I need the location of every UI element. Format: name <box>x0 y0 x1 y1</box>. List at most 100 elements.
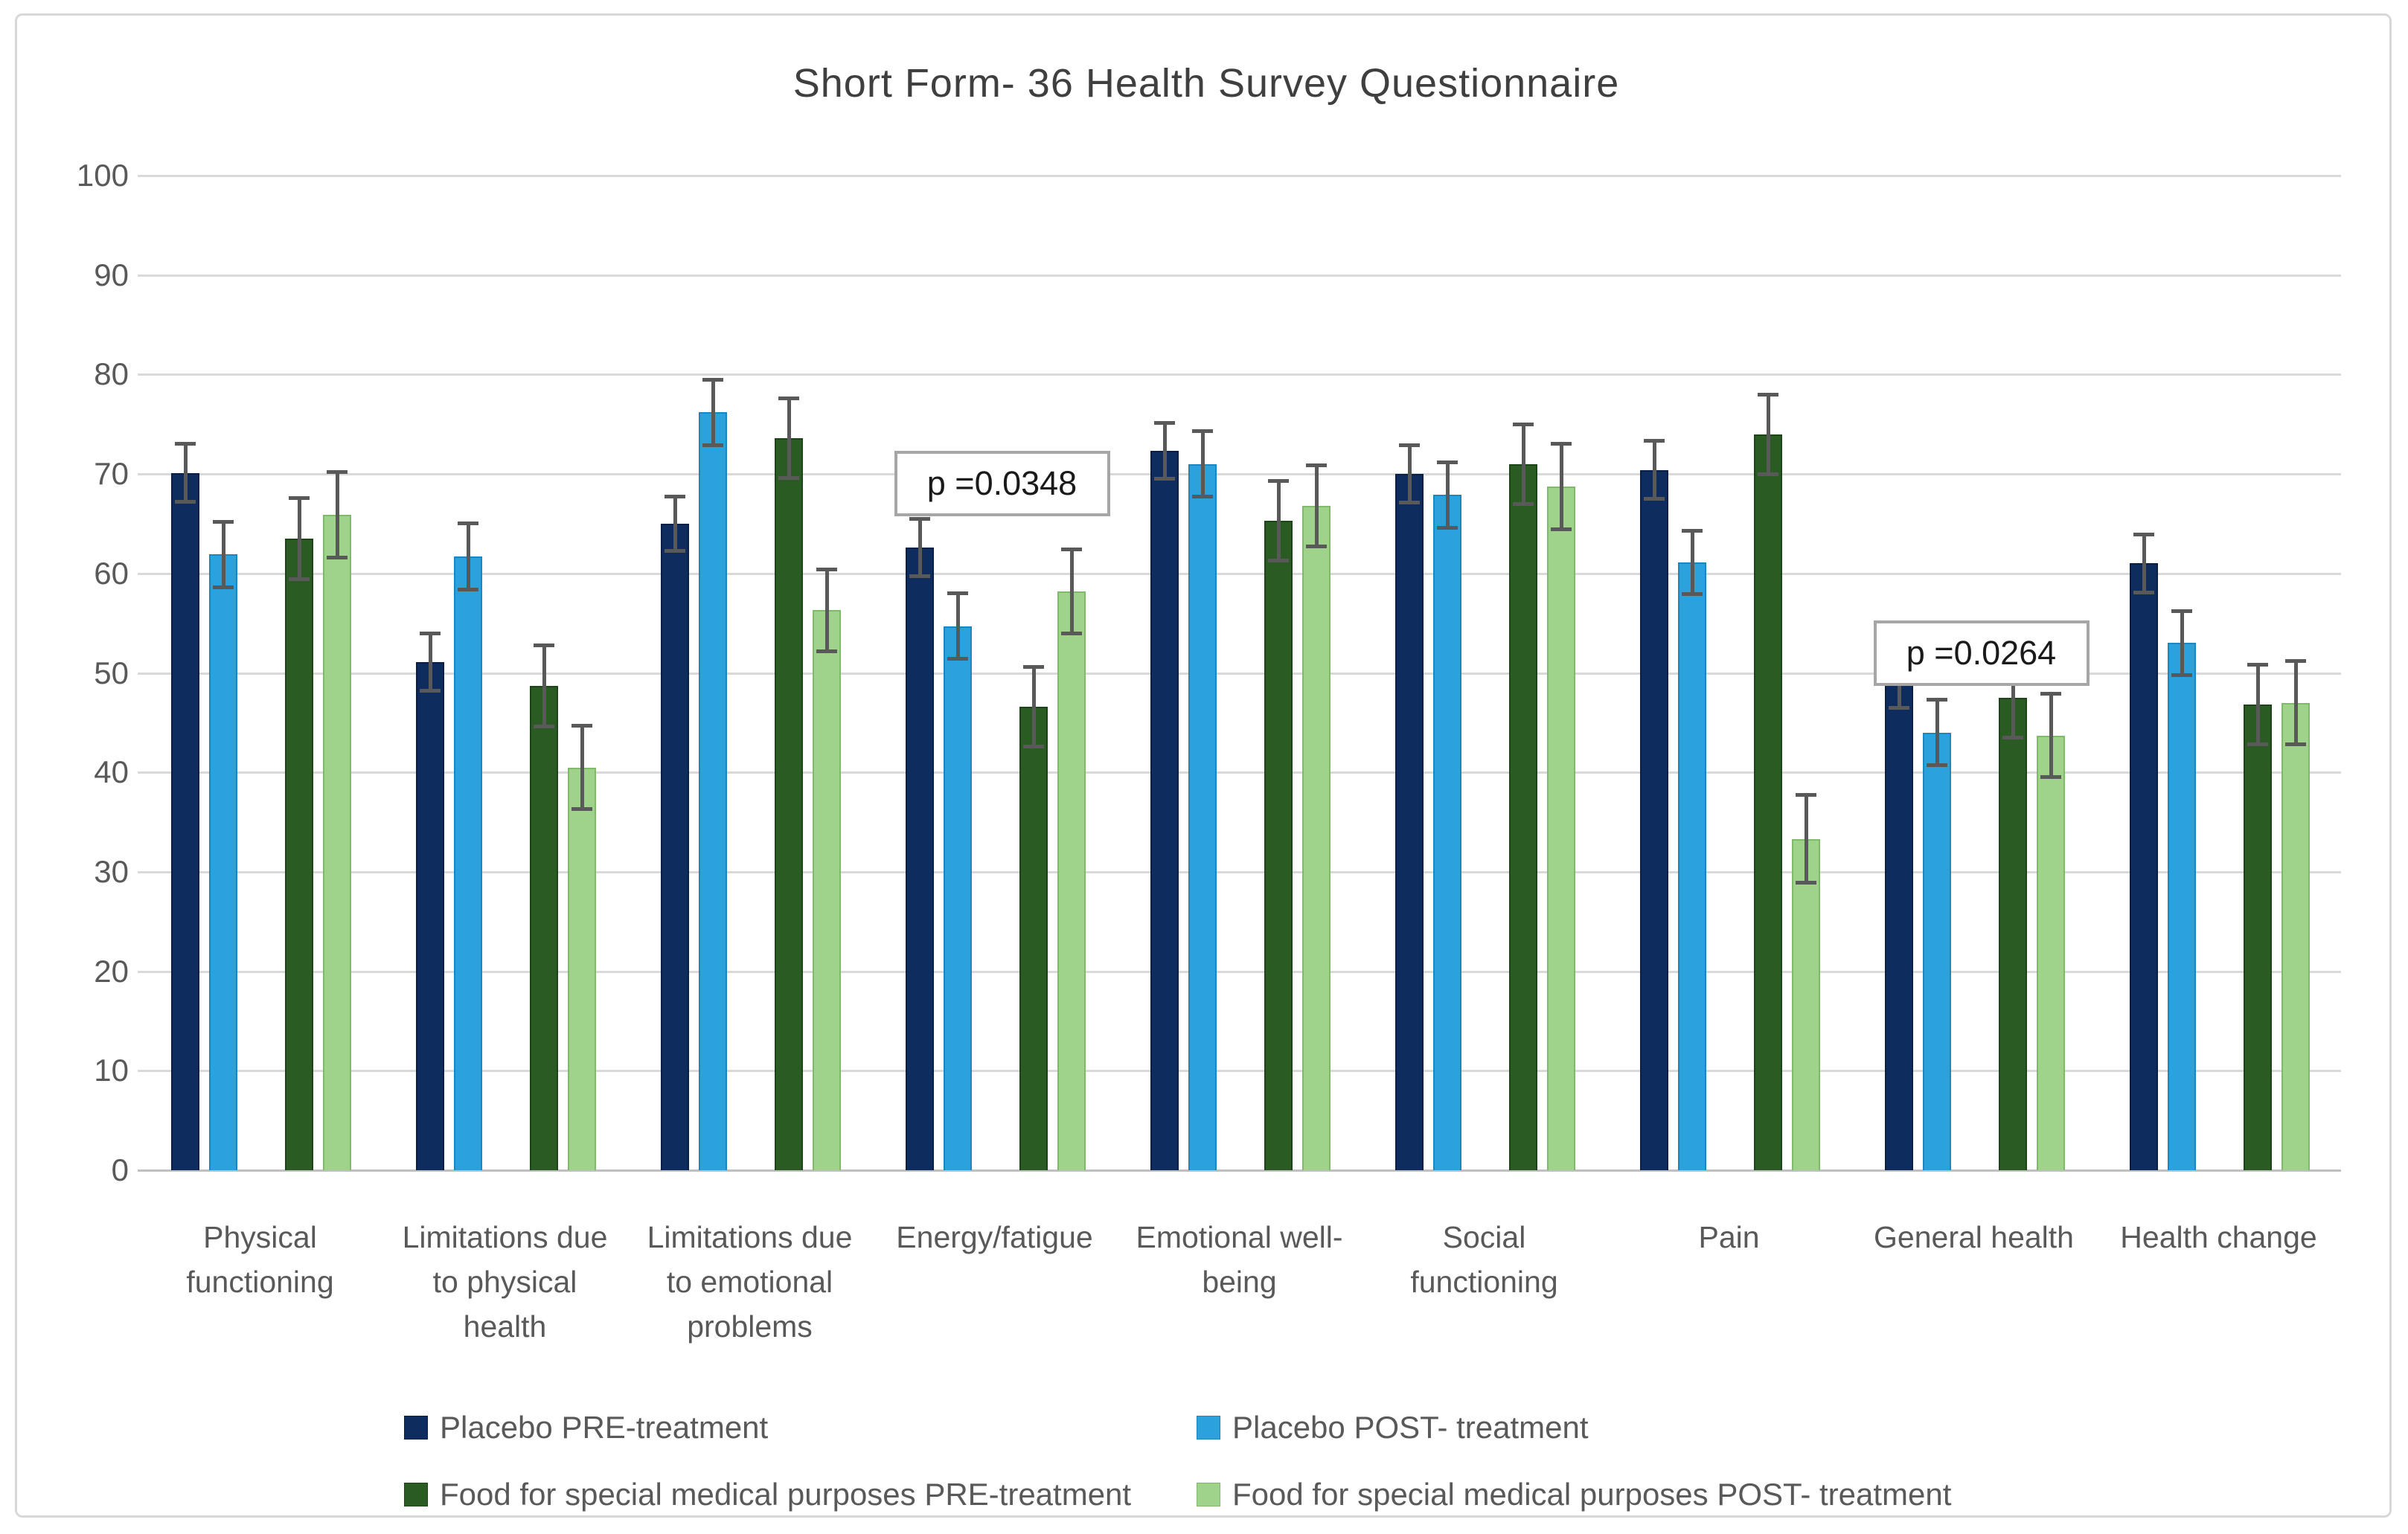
error-bar <box>1162 423 1167 479</box>
bar-series1-cat9 <box>2130 563 2159 1170</box>
error-bar-cap <box>778 475 800 480</box>
error-bar-cap <box>2133 590 2155 594</box>
error-bar <box>1200 431 1205 497</box>
error-bar-cap <box>1023 664 1045 669</box>
bar-series2-cat1 <box>209 554 238 1170</box>
error-bar-cap <box>1551 527 1572 532</box>
chart-title: Short Form- 36 Health Survey Questionnai… <box>792 61 1620 106</box>
error-bar-cap <box>1551 442 1572 446</box>
error-bar <box>428 633 432 691</box>
error-bar-cap <box>816 567 838 571</box>
error-bar <box>918 519 922 577</box>
error-bar-cap <box>1889 705 1910 710</box>
error-bar-cap <box>665 495 686 499</box>
bar-series1-cat4 <box>906 548 935 1170</box>
legend-swatch <box>1197 1483 1220 1506</box>
x-axis-label: Social functioning <box>1410 1220 1558 1299</box>
error-bar <box>1407 445 1412 503</box>
y-tick-label: 80 <box>94 356 129 392</box>
bar-series3-cat9 <box>2244 705 2273 1170</box>
error-bar <box>2049 693 2053 777</box>
y-tick-label: 20 <box>94 953 129 989</box>
bar-series4-cat4 <box>1057 591 1086 1170</box>
error-bar-cap <box>1644 497 1665 501</box>
error-bar-cap <box>458 522 479 526</box>
error-bar-cap <box>1437 460 1458 464</box>
error-bar-cap <box>1927 763 1948 768</box>
error-bar <box>580 725 584 809</box>
error-bar-cap <box>2002 735 2024 739</box>
error-bar-cap <box>2040 692 2062 696</box>
error-bar-cap <box>534 725 555 729</box>
legend-item-fsmp-post: Food for special medical purposes POST- … <box>1197 1475 1951 1514</box>
p-value-annotation: p =0.0348 <box>894 451 1110 517</box>
error-bar-cap <box>2285 658 2307 663</box>
bar-series3-cat8 <box>1999 697 2028 1170</box>
error-bar-cap <box>213 519 234 524</box>
y-tick-label: 60 <box>94 555 129 591</box>
bar-series3-cat5 <box>1264 520 1293 1170</box>
error-bar <box>787 398 791 478</box>
error-bar-cap <box>420 689 441 693</box>
legend-label: Food for special medical purposes POST- … <box>1232 1477 1952 1512</box>
error-bar-cap <box>1023 744 1045 748</box>
error-bar <box>1314 465 1319 547</box>
error-bar-cap <box>1061 631 1083 635</box>
error-bar-cap <box>327 469 348 474</box>
error-bar-cap <box>947 591 969 596</box>
y-tick-label: 0 <box>111 1152 129 1187</box>
legend-item-placebo-pre: Placebo PRE-treatment <box>404 1408 768 1447</box>
error-bar <box>955 593 960 659</box>
error-bar-cap <box>702 377 724 382</box>
error-bar-cap <box>1154 421 1176 426</box>
bar-series2-cat5 <box>1188 463 1217 1170</box>
error-bar <box>1445 462 1450 528</box>
x-axis-label: General health <box>1874 1220 2074 1254</box>
gridline <box>138 970 2341 973</box>
error-bar <box>1804 795 1808 883</box>
error-bar-cap <box>2171 609 2193 614</box>
error-bar-cap <box>778 396 800 400</box>
error-bar-cap <box>2040 775 2062 780</box>
error-bar-cap <box>534 643 555 647</box>
x-axis-label: Limitations due to physical health <box>402 1220 608 1344</box>
bar-series2-cat8 <box>1923 732 1952 1170</box>
legend-swatch <box>404 1416 428 1440</box>
error-bar <box>1652 440 1656 499</box>
legend-swatch <box>404 1483 428 1506</box>
x-axis-label: Health change <box>2120 1220 2317 1254</box>
error-bar <box>824 569 829 652</box>
error-bar-cap <box>2133 533 2155 537</box>
error-bar <box>335 472 339 558</box>
error-bar <box>673 496 677 551</box>
y-tick-label: 90 <box>94 257 129 292</box>
bar-series3-cat4 <box>1019 706 1048 1170</box>
error-bar-cap <box>1399 443 1421 447</box>
bar-series1-cat8 <box>1885 678 1914 1170</box>
error-bar-cap <box>1306 463 1328 467</box>
error-bar <box>711 379 715 446</box>
error-bar <box>2255 664 2260 745</box>
y-tick-label: 40 <box>94 754 129 790</box>
error-bar-cap <box>1927 698 1948 702</box>
x-axis-label: Limitations due to emotional problems <box>647 1220 853 1344</box>
error-bar-cap <box>947 657 969 661</box>
bar-series1-cat2 <box>416 661 445 1170</box>
error-bar-cap <box>2247 663 2269 667</box>
error-bar-cap <box>1192 429 1214 434</box>
error-bar-cap <box>1306 545 1328 549</box>
bar-series1-cat7 <box>1640 469 1669 1170</box>
gridline <box>138 572 2341 575</box>
error-bar-cap <box>327 555 348 559</box>
error-bar-cap <box>420 631 441 635</box>
error-bar-cap <box>1061 548 1083 552</box>
error-bar <box>542 645 546 727</box>
error-bar <box>183 443 188 502</box>
error-bar <box>221 522 225 588</box>
gridline <box>138 672 2341 675</box>
error-bar <box>1276 481 1281 561</box>
bar-series1-cat3 <box>661 523 690 1170</box>
error-bar-cap <box>702 443 724 447</box>
bar-series2-cat7 <box>1678 562 1707 1170</box>
bar-series3-cat3 <box>775 437 804 1170</box>
